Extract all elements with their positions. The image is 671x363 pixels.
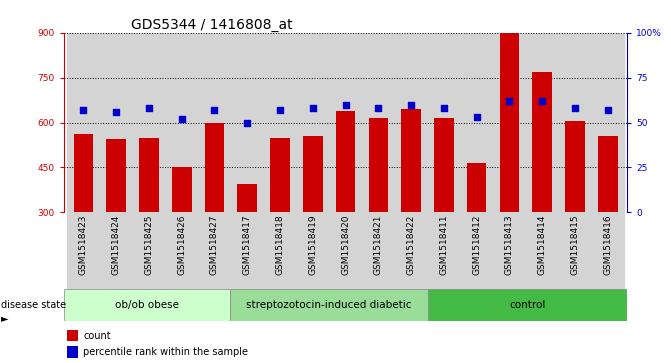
Bar [526, 33, 558, 212]
Text: GSM1518411: GSM1518411 [440, 215, 448, 276]
Bar [460, 33, 493, 212]
Bar [460, 212, 493, 296]
Bar [427, 33, 460, 212]
Bar [401, 109, 421, 212]
Bar [303, 136, 323, 212]
Bar [133, 33, 165, 212]
Bar [558, 33, 591, 212]
Bar [238, 184, 257, 212]
Bar [329, 33, 362, 212]
Bar [591, 33, 624, 212]
Point [537, 98, 548, 104]
Point [504, 98, 515, 104]
Bar [100, 212, 133, 296]
Bar [362, 33, 395, 212]
Bar [198, 33, 231, 212]
Text: GSM1518425: GSM1518425 [144, 215, 154, 276]
Bar [165, 212, 198, 296]
Bar [395, 212, 427, 296]
Bar [64, 289, 229, 321]
Point [603, 107, 613, 113]
Bar [493, 212, 526, 296]
Text: GSM1518414: GSM1518414 [537, 215, 547, 276]
Bar [329, 212, 362, 296]
Point [340, 102, 351, 107]
Text: GDS5344 / 1416808_at: GDS5344 / 1416808_at [132, 18, 293, 32]
Point [439, 105, 450, 111]
Bar [264, 212, 297, 296]
Bar [139, 138, 159, 212]
Text: GSM1518427: GSM1518427 [210, 215, 219, 276]
Point [373, 105, 384, 111]
Point [471, 114, 482, 120]
Bar [66, 346, 78, 358]
Text: ►: ► [1, 313, 8, 323]
Text: GSM1518422: GSM1518422 [407, 215, 415, 275]
Text: GSM1518417: GSM1518417 [243, 215, 252, 276]
Bar [591, 212, 624, 296]
Bar [297, 33, 329, 212]
Bar [133, 212, 165, 296]
Bar [205, 122, 224, 212]
Bar [100, 33, 133, 212]
Bar [198, 212, 231, 296]
Text: GSM1518420: GSM1518420 [341, 215, 350, 276]
Text: percentile rank within the sample: percentile rank within the sample [83, 347, 248, 357]
Text: count: count [83, 331, 111, 340]
Point [144, 105, 154, 111]
Bar [526, 212, 558, 296]
Point [406, 102, 417, 107]
Text: GSM1518426: GSM1518426 [177, 215, 187, 276]
Bar [427, 212, 460, 296]
Bar [74, 134, 93, 212]
Bar [106, 139, 126, 212]
Bar [336, 110, 356, 212]
Bar [500, 33, 519, 212]
Text: streptozotocin-induced diabetic: streptozotocin-induced diabetic [246, 300, 412, 310]
Bar [270, 138, 290, 212]
Text: GSM1518424: GSM1518424 [111, 215, 121, 275]
Text: GSM1518419: GSM1518419 [308, 215, 317, 276]
Bar [467, 163, 486, 212]
Bar [231, 212, 264, 296]
Point [176, 116, 187, 122]
Bar [532, 72, 552, 212]
Bar [395, 33, 427, 212]
Bar [598, 136, 617, 212]
Point [111, 109, 121, 115]
Bar [165, 33, 198, 212]
Bar [67, 33, 100, 212]
Text: GSM1518415: GSM1518415 [570, 215, 580, 276]
Text: ob/ob obese: ob/ob obese [115, 300, 178, 310]
Bar [172, 167, 191, 212]
Point [307, 105, 318, 111]
Bar [362, 212, 395, 296]
Text: GSM1518423: GSM1518423 [79, 215, 88, 276]
Bar [229, 289, 429, 321]
Bar [67, 212, 100, 296]
Bar [565, 121, 585, 212]
Bar [558, 212, 591, 296]
Text: GSM1518413: GSM1518413 [505, 215, 514, 276]
Bar [368, 118, 388, 212]
Point [78, 107, 89, 113]
Bar [297, 212, 329, 296]
Text: disease state: disease state [1, 300, 66, 310]
Text: GSM1518418: GSM1518418 [276, 215, 285, 276]
Bar [264, 33, 297, 212]
Text: GSM1518421: GSM1518421 [374, 215, 383, 276]
Bar [429, 289, 627, 321]
Bar [66, 330, 78, 341]
Text: control: control [510, 300, 546, 310]
Point [274, 107, 285, 113]
Bar [493, 33, 526, 212]
Text: GSM1518412: GSM1518412 [472, 215, 481, 276]
Bar [231, 33, 264, 212]
Point [570, 105, 580, 111]
Text: GSM1518416: GSM1518416 [603, 215, 612, 276]
Point [209, 107, 220, 113]
Point [242, 120, 252, 126]
Bar [434, 118, 454, 212]
